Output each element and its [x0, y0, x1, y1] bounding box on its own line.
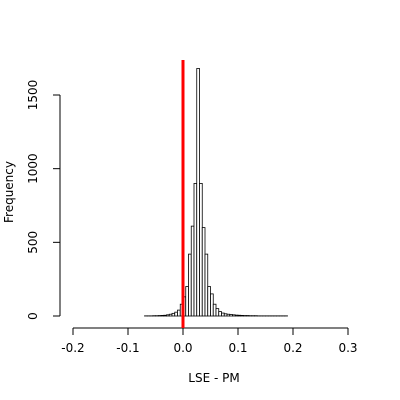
histogram-bar [218, 311, 222, 317]
x-axis: -0.2 -0.1 0.0 0.1 0.2 0.3 [61, 327, 358, 355]
histogram-bar [166, 314, 170, 317]
histogram-bar [207, 286, 211, 317]
histogram-bar [188, 253, 192, 317]
histogram-bar [171, 312, 176, 317]
histogram-bar [199, 182, 203, 317]
histogram-bar [185, 286, 189, 317]
histogram-bar [232, 314, 236, 317]
histogram-bar [168, 313, 173, 317]
x-tick-label: -0.1 [116, 341, 139, 355]
y-axis-label: Frequency [2, 161, 16, 223]
x-tick-label: 0.3 [338, 341, 357, 355]
histogram-bar [204, 253, 209, 317]
histogram-bar [163, 314, 167, 317]
histogram-bar [240, 315, 244, 317]
histogram-bar [237, 314, 242, 317]
x-tick-label: 0.2 [283, 341, 302, 355]
histogram-bar [210, 293, 214, 317]
x-axis-label: LSE - PM [188, 371, 239, 385]
histogram-bar [160, 315, 165, 317]
histogram-bar [223, 313, 228, 317]
histogram-bar [190, 225, 195, 317]
histogram-bar [215, 308, 220, 317]
y-tick-label: 500 [26, 231, 40, 254]
y-tick-label: 0 [26, 312, 40, 320]
histogram-bar [177, 309, 181, 317]
histogram-bar [234, 314, 239, 317]
histogram-bar [229, 314, 233, 317]
y-tick-label: 1000 [26, 153, 40, 184]
histogram-bar [226, 313, 231, 317]
x-tick-label: 0.1 [228, 341, 247, 355]
histogram-bar [193, 182, 198, 317]
histogram-bars [144, 68, 288, 317]
histogram-bar [174, 311, 178, 317]
x-tick-label: -0.2 [61, 341, 84, 355]
histogram-bar [201, 227, 206, 317]
histogram-bar [221, 312, 225, 317]
y-tick-label: 1500 [26, 80, 40, 111]
histogram-bar [212, 303, 217, 317]
x-tick-label: 0.0 [173, 341, 192, 355]
histogram-bar [196, 68, 200, 317]
y-axis: 0 500 1000 1500 [26, 80, 61, 320]
